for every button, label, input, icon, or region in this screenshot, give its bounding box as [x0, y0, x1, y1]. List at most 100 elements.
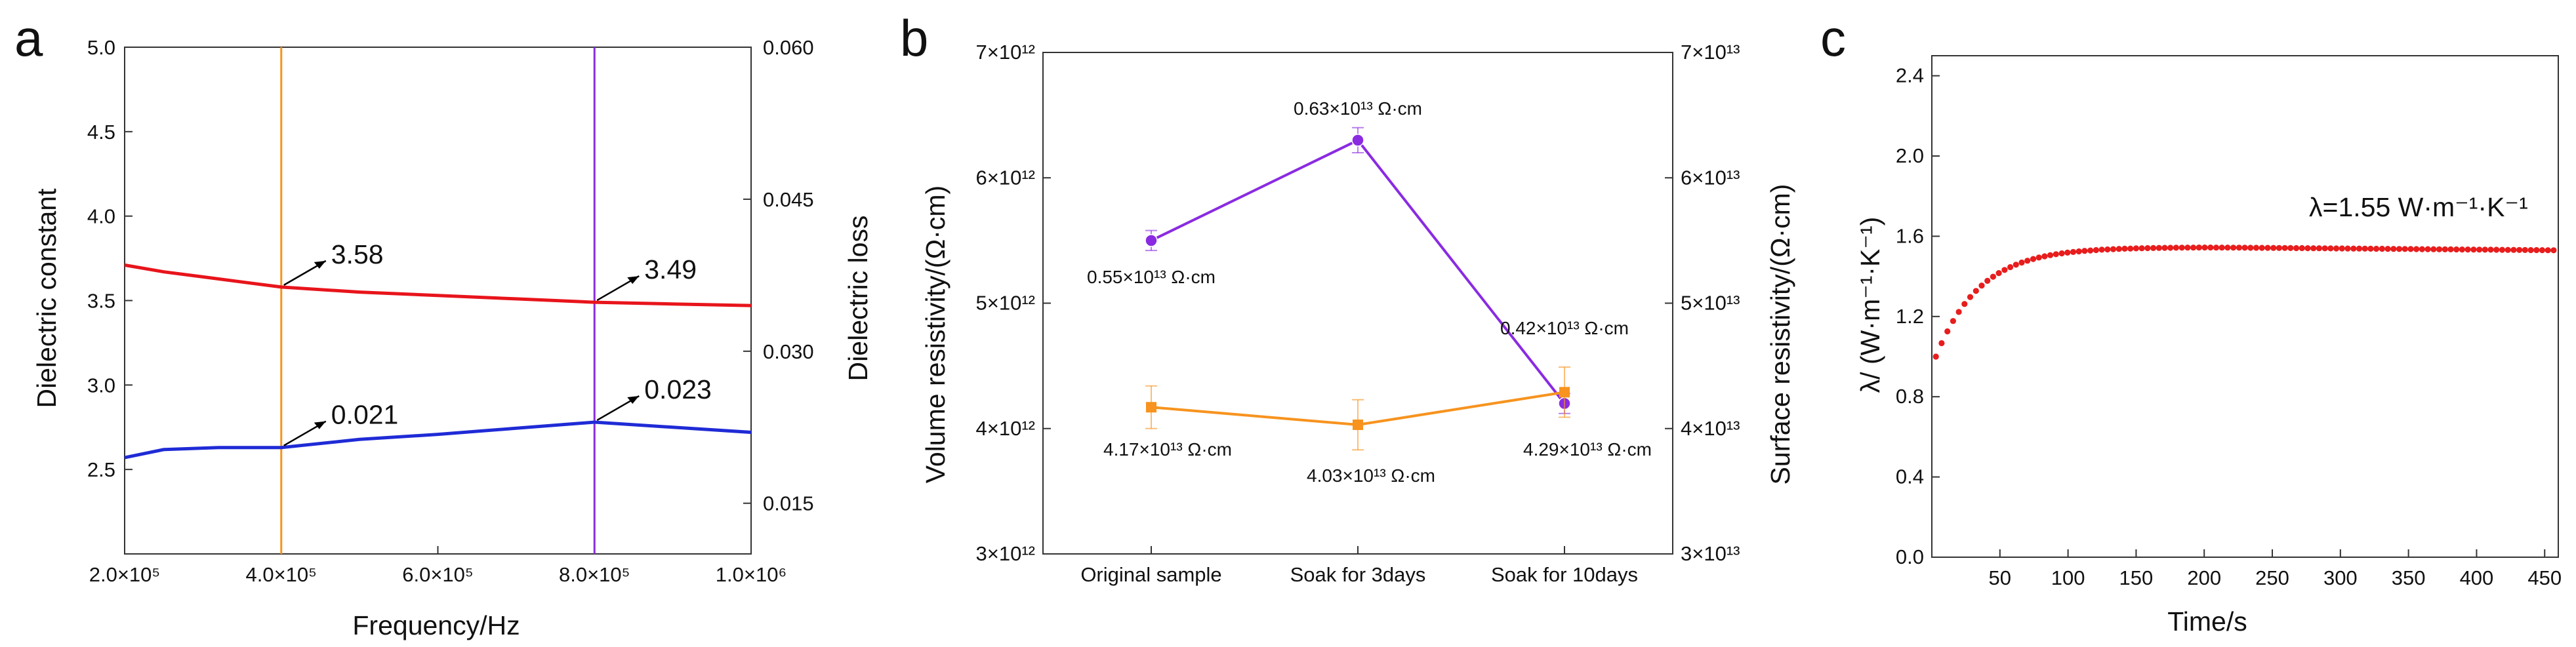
panel-c-ylabel: λ/ (W·m⁻¹·K⁻¹) [1855, 217, 1885, 393]
panel-a-x-tick-label: 6.0×10⁵ [402, 563, 474, 586]
panel-c-point [2213, 245, 2220, 251]
panel-b-y2-tick-label: 4×10¹³ [1681, 417, 1740, 440]
panel-a-x-tick-label: 8.0×10⁵ [559, 563, 630, 586]
panel-c-point [2516, 246, 2523, 253]
panel-c-point [2321, 245, 2328, 252]
panel-c-point [2087, 247, 2094, 254]
panel-b-data-label: 4.17×10¹³ Ω·cm [1103, 439, 1232, 460]
panel-c-point [2390, 246, 2397, 252]
panel-c-y-tick-label: 1.6 [1896, 224, 1924, 247]
panel-c-point [2447, 246, 2454, 252]
panel-a-frame [124, 47, 752, 555]
panel-c-point [2356, 245, 2363, 252]
panel-c-xlabel: Time/s [2167, 606, 2247, 637]
panel-c-point [2476, 246, 2483, 253]
panel-c-point [2350, 245, 2357, 252]
panel-c-point [1978, 283, 1985, 289]
panel-c-point [2035, 254, 2042, 261]
panel-c-point [2522, 246, 2528, 253]
panel-c-point [2241, 245, 2248, 251]
panel-a-annotation-label: 3.58 [331, 239, 384, 269]
panel-c-y-tick-label: 2.0 [1896, 144, 1924, 167]
panel-c-point [2024, 258, 2031, 264]
panel-a-y2-tick-label: 0.015 [763, 492, 814, 515]
panel-c-point [1990, 273, 1996, 280]
panel-c-y-tick-label: 0.0 [1896, 545, 1924, 568]
panel-c-point [2184, 245, 2191, 251]
panel-c-point [2287, 245, 2294, 251]
panel-c-point [2047, 252, 2054, 258]
panel-c-x-tick-label: 450 [2527, 566, 2562, 589]
panel-b-point [1145, 234, 1158, 247]
panel-c-point [2327, 245, 2334, 252]
panel-c-point [2533, 246, 2540, 254]
panel-c-point [2293, 245, 2300, 252]
panel-b-y-tick-label: 3×10¹² [976, 542, 1035, 565]
panel-c-point [2424, 246, 2431, 252]
panel-a-series-line [124, 420, 752, 460]
panel-a-annotation-arrowhead [627, 396, 640, 404]
panel-c-point [2161, 245, 2168, 251]
panel-c-point [2133, 245, 2139, 252]
panel-b-y2-tick-label: 7×10¹³ [1681, 41, 1740, 64]
panel-c-x-tick-label: 150 [2119, 566, 2154, 589]
panel-c-annotation: λ=1.55 W·m⁻¹·K⁻¹ [2309, 192, 2528, 222]
panel-c-point [2190, 245, 2197, 251]
panel-c-point [2013, 262, 2019, 268]
panel-b-category-label: Soak for 10days [1491, 563, 1638, 586]
panel-c-point [1955, 309, 1962, 315]
panel-b-category-label: Soak for 3days [1290, 563, 1426, 586]
panel-c-point [2276, 245, 2282, 251]
panel-b-point [1353, 420, 1363, 431]
panel-c-point [2007, 264, 2014, 271]
panel-c-x-tick-label: 300 [2323, 566, 2358, 589]
panel-c-point [1995, 270, 2002, 277]
panel-c-point [2470, 246, 2477, 253]
panel-c-point [2218, 245, 2225, 251]
panel-c-x-tick-label: 400 [2460, 566, 2494, 589]
panel-c-point [2030, 256, 2037, 262]
panel-c-x-tick-label: 350 [2392, 566, 2426, 589]
panel-a-y-tick-label: 4.0 [87, 205, 115, 228]
panel-c-point [2550, 247, 2557, 254]
panel-a-y-tick-label: 5.0 [87, 36, 115, 59]
panel-c-point [1967, 294, 1974, 300]
panel-a-y2-tick-label: 0.030 [763, 340, 814, 363]
panel-a-y2label: Dielectric loss [843, 216, 873, 382]
panel-c-point [2373, 245, 2380, 252]
panel-c-point [2041, 253, 2048, 260]
panel-c-point [2281, 245, 2288, 251]
panel-c-point [2482, 246, 2488, 253]
panel-c-point [2070, 248, 2077, 255]
panel-a-annotation-arrowhead [627, 276, 640, 284]
panel-c-point [2116, 246, 2122, 252]
panel-c-point [2156, 245, 2162, 251]
panel-a-annotation-arrowhead [314, 260, 326, 269]
panel-a-y-tick-label: 3.5 [87, 290, 115, 313]
panel-b-data-label: 4.29×10¹³ Ω·cm [1523, 439, 1652, 460]
panel-a-annotation-arrowhead [314, 421, 326, 429]
panel-c-point [2207, 245, 2214, 251]
panel-c-point [2510, 246, 2517, 253]
panel-c-point [2150, 245, 2157, 251]
panel-b-y-tick-label: 4×10¹² [976, 417, 1035, 440]
panel-c-point [2253, 245, 2260, 251]
panel-a-x-tick-label: 4.0×10⁵ [245, 563, 317, 586]
panel-c-x-tick-label: 200 [2187, 566, 2221, 589]
panel-c-y-tick-label: 2.4 [1896, 64, 1924, 87]
panel-a-y2-tick-label: 0.045 [763, 188, 814, 211]
panel-c-letter: c [1820, 9, 1846, 67]
panel-c-x-tick-label: 100 [2051, 566, 2085, 589]
panel-c-point [2453, 246, 2460, 253]
panel-c-y-tick-label: 0.8 [1896, 385, 1924, 408]
panel-c-point [2539, 247, 2546, 254]
panel-c-point [2053, 251, 2059, 258]
panel-c-point [1944, 328, 1951, 335]
panel-b-data-label: 0.63×10¹³ Ω·cm [1294, 98, 1422, 119]
panel-c-point [2499, 246, 2506, 253]
panel-c-y-tick-label: 0.4 [1896, 465, 1924, 488]
panel-c-point [2430, 246, 2437, 252]
panel-c-point [2384, 246, 2391, 252]
panel-c-point [2459, 246, 2465, 253]
